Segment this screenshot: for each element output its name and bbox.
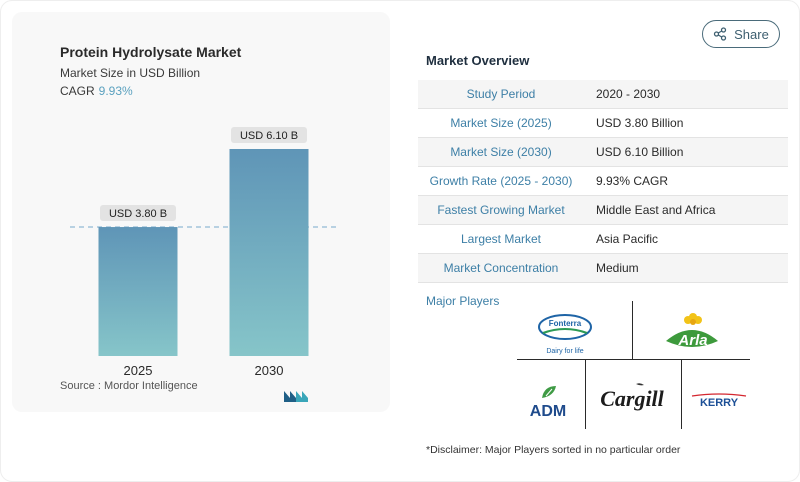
overview-row: Market Concentration Medium <box>418 254 788 283</box>
market-overview-title: Market Overview <box>426 53 530 68</box>
bar-2030 <box>229 149 309 356</box>
source-value: Mordor Intelligence <box>104 380 198 392</box>
overview-value: Medium <box>596 261 639 275</box>
logo-divider <box>585 359 586 429</box>
overview-row: Market Size (2030) USD 6.10 Billion <box>418 138 788 167</box>
adm-name: ADM <box>530 403 566 418</box>
share-icon <box>713 27 727 41</box>
overview-value: USD 3.80 Billion <box>596 116 684 130</box>
x-tick-label: 2025 <box>124 363 153 378</box>
cagr-label: CAGR <box>60 84 95 98</box>
kerry-name: KERRY <box>700 397 739 409</box>
disclaimer: *Disclaimer: Major Players sorted in no … <box>426 444 681 456</box>
logo-divider <box>681 359 682 429</box>
overview-label: Market Concentration <box>443 261 559 275</box>
chart-title: Protein Hydrolysate Market <box>60 44 242 60</box>
chart-panel <box>12 12 390 412</box>
logo-divider <box>632 301 633 359</box>
overview-row: Largest Market Asia Pacific <box>418 225 788 254</box>
overview-row: Fastest Growing Market Middle East and A… <box>418 196 788 225</box>
overview-value: 9.93% CAGR <box>596 174 669 188</box>
overview-value: Middle East and Africa <box>596 203 716 217</box>
mordor-intelligence-logo <box>284 391 308 402</box>
arla-logo: Arla <box>662 311 722 353</box>
chart-cagr: CAGR 9.93% <box>60 84 133 98</box>
chart-subtitle: Market Size in USD Billion <box>60 66 201 80</box>
adm-logo: ADM <box>524 384 572 420</box>
bar-2025 <box>98 227 178 356</box>
x-tick-label: 2030 <box>255 363 284 378</box>
logo-divider <box>517 359 750 360</box>
arla-name: Arla <box>677 332 707 349</box>
overview-row: Study Period 2020 - 2030 <box>418 80 788 109</box>
overview-label: Fastest Growing Market <box>437 203 565 217</box>
overview-value: 2020 - 2030 <box>596 87 661 101</box>
major-players-title: Major Players <box>426 294 500 308</box>
market-overview-table: Study Period 2020 - 2030 Market Size (20… <box>418 80 788 283</box>
kerry-logo: KERRY <box>690 393 748 409</box>
overview-label: Market Size (2025) <box>450 116 552 130</box>
overview-row: Market Size (2025) USD 3.80 Billion <box>418 109 788 138</box>
overview-row: Growth Rate (2025 - 2030) 9.93% CAGR <box>418 167 788 196</box>
overview-label: Growth Rate (2025 - 2030) <box>429 174 573 188</box>
data-label-bg <box>231 127 307 143</box>
data-label: USD 6.10 B <box>240 130 298 142</box>
overview-label: Study Period <box>466 87 536 101</box>
chart-source: Source : Mordor Intelligence <box>60 380 198 392</box>
overview-label: Largest Market <box>460 232 542 246</box>
fonterra-logo: Fonterra Dairy for life <box>537 313 593 355</box>
bar-chart: USD 3.80 B 2025 USD 6.10 B 2030 <box>70 127 338 378</box>
overview-value: Asia Pacific <box>596 232 659 246</box>
fonterra-tagline: Dairy for life <box>546 348 584 355</box>
share-label: Share <box>734 26 769 42</box>
cargill-name: Cargill <box>600 386 664 411</box>
source-label: Source : <box>60 380 101 392</box>
share-button[interactable]: Share <box>702 20 780 48</box>
overview-label: Market Size (2030) <box>450 145 552 159</box>
fonterra-name: Fonterra <box>549 319 582 328</box>
overview-value: USD 6.10 Billion <box>596 145 684 159</box>
data-label: USD 3.80 B <box>109 208 167 220</box>
data-label-bg <box>100 205 176 222</box>
cagr-value: 9.93% <box>98 84 133 98</box>
cargill-logo: Cargill <box>596 382 668 412</box>
